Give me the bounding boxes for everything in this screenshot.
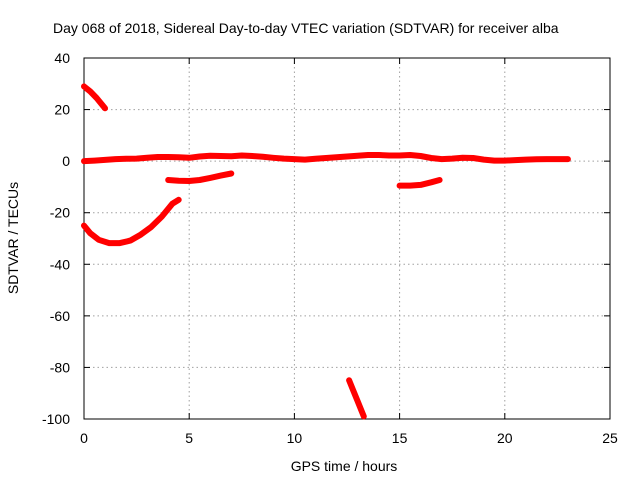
x-tick-label: 25 (602, 430, 618, 446)
series-1-line (81, 152, 571, 165)
y-tick-label: -100 (42, 411, 70, 427)
y-tick-label: -80 (50, 359, 70, 375)
y-tick-label: 40 (54, 50, 70, 66)
series-4-line (165, 170, 235, 184)
y-tick-label: 0 (62, 153, 70, 169)
x-tick-label: 15 (392, 430, 408, 446)
series-2-line (81, 83, 108, 112)
x-axis-label: GPS time / hours (291, 458, 398, 474)
chart-title: Day 068 of 2018, Sidereal Day-to-day VTE… (53, 20, 559, 36)
grid (84, 58, 610, 419)
y-axis-label: SDTVAR / TECUs (5, 182, 21, 294)
series-5-line (346, 377, 367, 420)
series-group (81, 83, 571, 420)
x-tick-label: 20 (497, 430, 513, 446)
x-tick-label: 5 (185, 430, 193, 446)
axis-ticks: 0 5 10 15 20 25 40 20 0 -20 -40 -60 -80 -100 (42, 50, 618, 446)
y-tick-label: -40 (50, 256, 70, 272)
y-tick-label: 20 (54, 102, 70, 118)
series-6-line (396, 177, 443, 189)
y-tick-label: -60 (50, 308, 70, 324)
y-tick-label: -20 (50, 205, 70, 221)
plot-frame (83, 57, 611, 420)
x-tick-label: 0 (80, 430, 88, 446)
series-3-line (81, 196, 182, 247)
x-tick-label: 10 (287, 430, 303, 446)
